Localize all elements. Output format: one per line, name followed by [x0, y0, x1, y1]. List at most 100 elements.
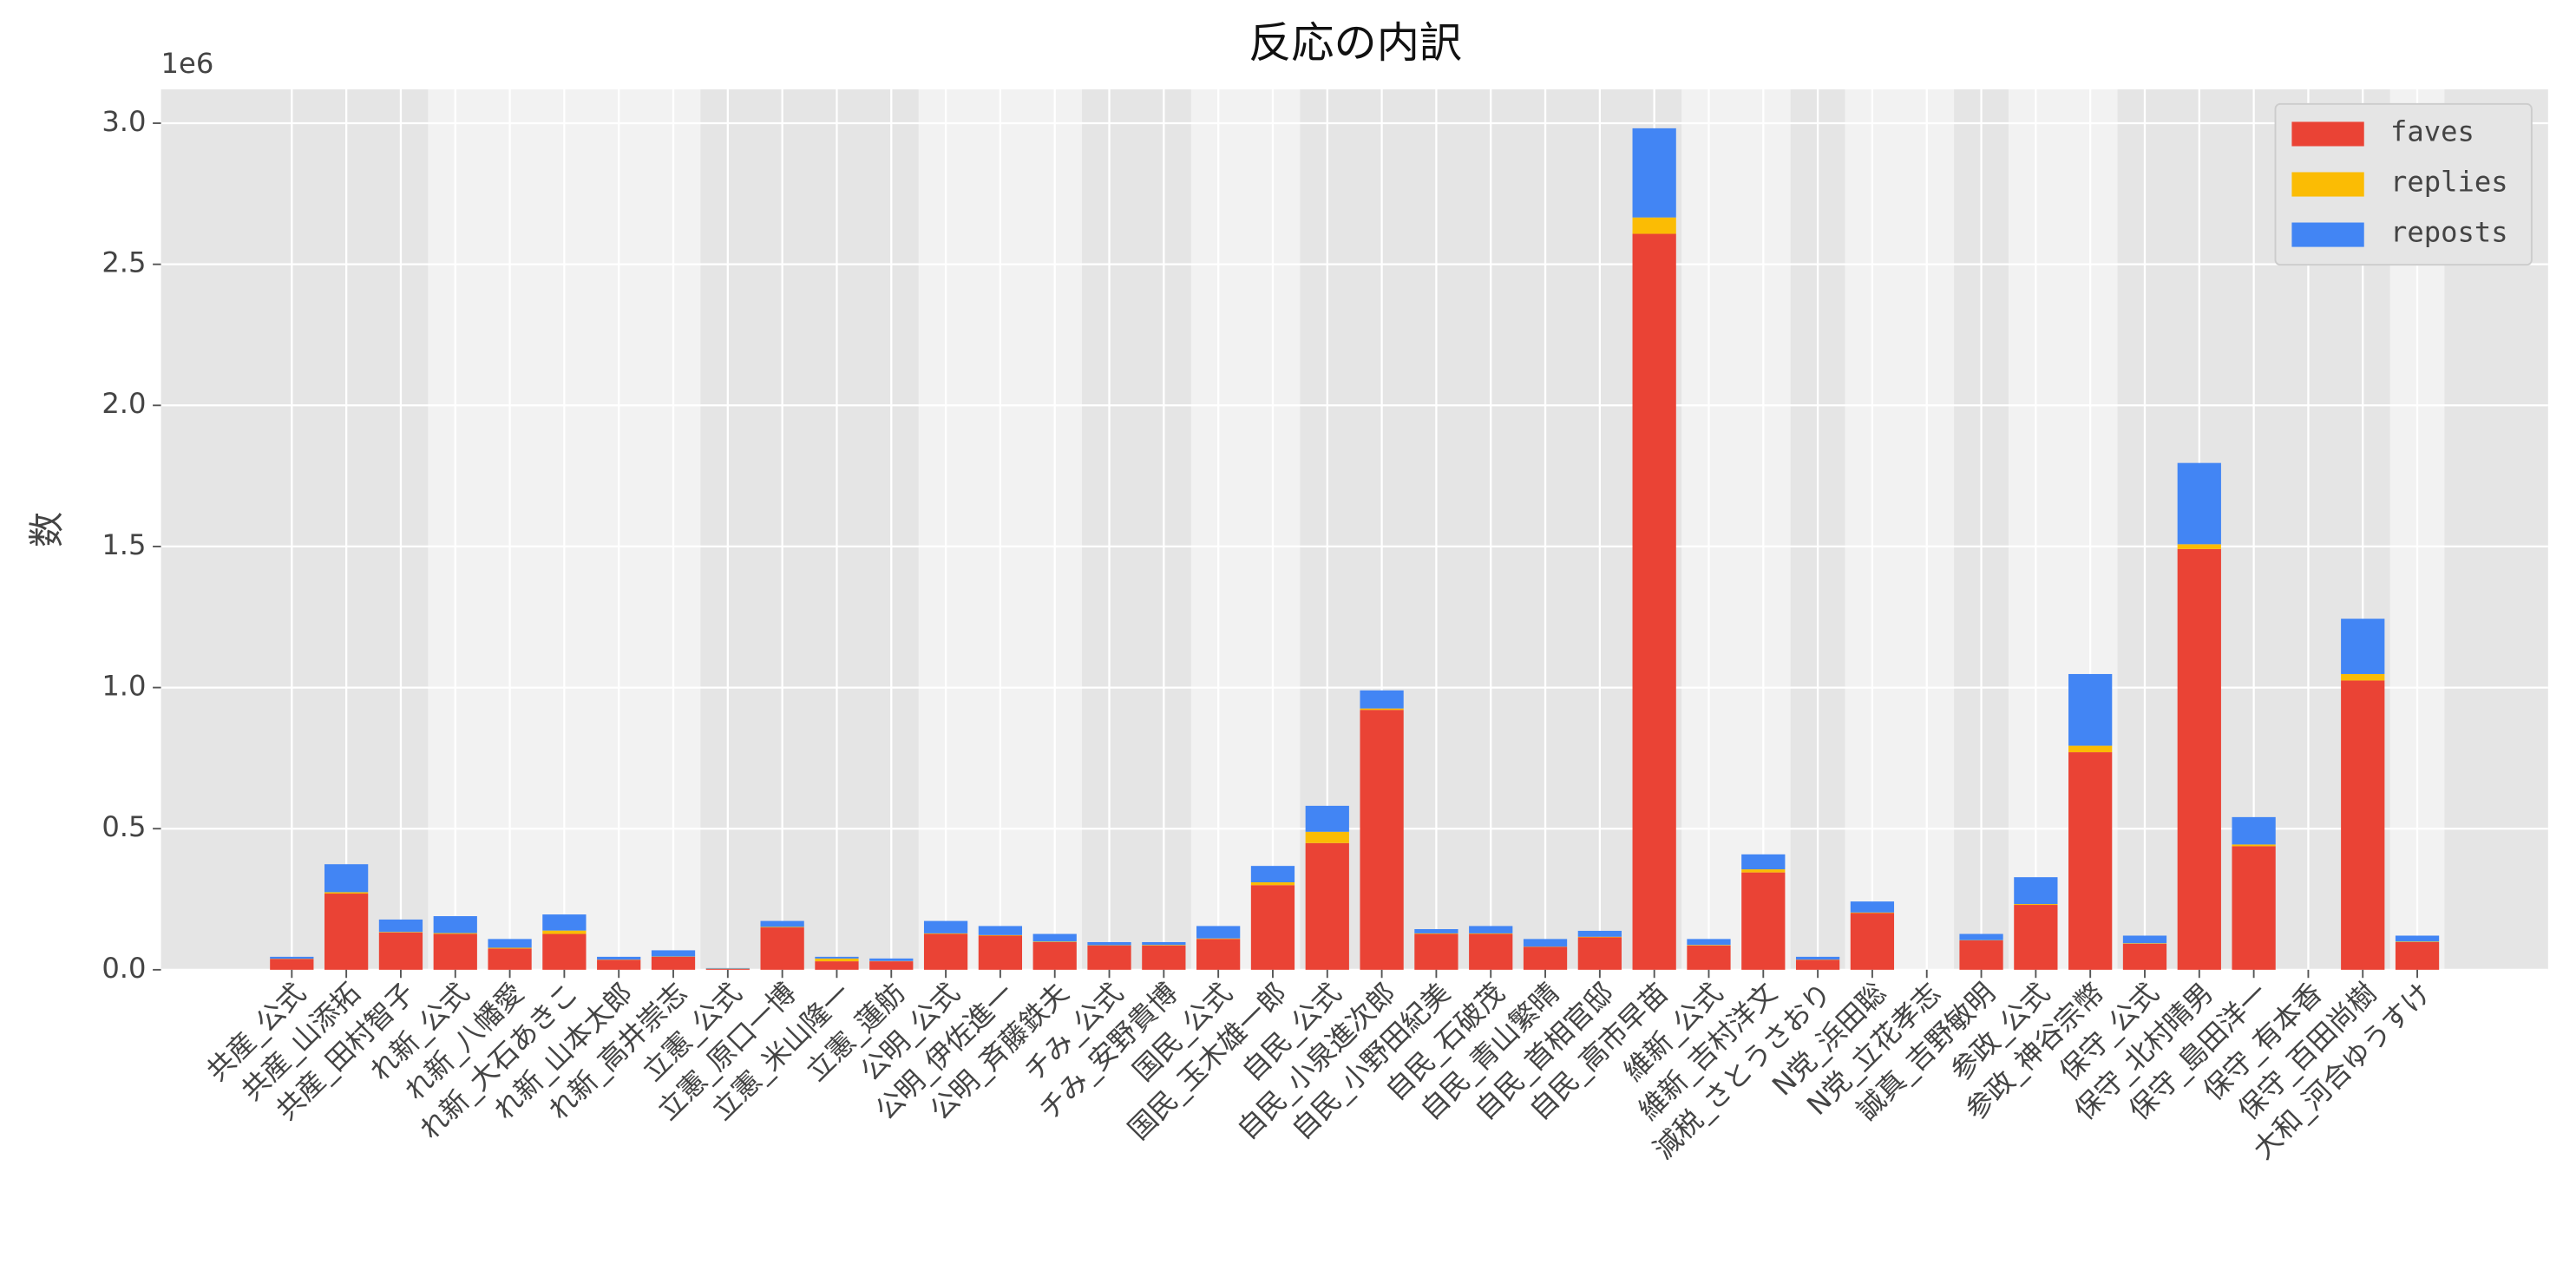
bar-segment [706, 968, 750, 969]
bar-segment [1142, 946, 1185, 970]
bar-segment [1959, 940, 2002, 970]
bar-segment [869, 959, 913, 961]
bar-segment [979, 935, 1022, 936]
bar-segment [1687, 946, 1730, 970]
bar-segment [1578, 931, 1622, 937]
bar-segment [2014, 877, 2057, 904]
bar-segment [652, 957, 695, 970]
group-band [1191, 89, 1301, 970]
bar-segment [1414, 934, 1458, 970]
bar-segment [1469, 934, 1512, 970]
bar-segment [1142, 945, 1185, 946]
bar-segment [2232, 817, 2275, 845]
bar-segment [2396, 942, 2439, 970]
bar-segment [979, 935, 1022, 969]
bar-segment [1687, 939, 1730, 945]
bar-segment [488, 947, 531, 948]
bar-segment [1796, 957, 1839, 959]
bar-segment [1524, 939, 1567, 946]
legend-label: reposts [2390, 216, 2508, 249]
bar-segment [1360, 709, 1403, 711]
bar-segment [379, 932, 423, 933]
bar-segment [1414, 933, 1458, 934]
bar-segment [1360, 691, 1403, 709]
bar-segment [2178, 549, 2221, 970]
bar-segment [2396, 941, 2439, 942]
bar-segment [1469, 926, 1512, 933]
bar-segment [1796, 959, 1839, 969]
legend-label: replies [2390, 166, 2508, 199]
bar-segment [1469, 933, 1512, 934]
bar-segment [1687, 945, 1730, 946]
bar-segment [924, 921, 967, 933]
bar-segment [2123, 943, 2166, 944]
bar-segment [1196, 939, 1240, 969]
bar-segment [1578, 937, 1622, 938]
bar-segment [542, 931, 586, 934]
bar-segment [1033, 942, 1077, 970]
bar-segment [2123, 935, 2166, 943]
bar-segment [379, 920, 423, 932]
bar-segment [1414, 929, 1458, 933]
bar-segment [488, 948, 531, 969]
bar-segment [1142, 942, 1185, 945]
bar-segment [1633, 234, 1676, 970]
bar-segment [1851, 913, 1894, 914]
bar-segment [2068, 752, 2112, 970]
bar-segment [2068, 746, 2112, 752]
bar-segment [869, 961, 913, 970]
bar-segment [1033, 941, 1077, 942]
bar-segment [1033, 934, 1077, 942]
bar-segment [1306, 843, 1349, 970]
y-tick-label: 3.0 [102, 105, 146, 138]
y-tick-label: 2.5 [102, 246, 146, 279]
y-tick-label: 0.5 [102, 810, 146, 843]
bar-segment [542, 934, 586, 970]
bar-segment [652, 950, 695, 956]
bar-segment [1306, 832, 1349, 843]
bar-segment [1851, 901, 1894, 913]
bar-segment [597, 959, 640, 969]
bar-segment [324, 892, 368, 894]
bar-segment [379, 933, 423, 970]
bar-segment [2341, 674, 2384, 680]
group-band [1681, 89, 1791, 970]
bar-segment [2232, 846, 2275, 969]
bar-segment [597, 957, 640, 959]
legend-swatch [2291, 223, 2363, 247]
bar-segment [542, 914, 586, 931]
bar-segment [434, 933, 477, 934]
bar-segment [488, 939, 531, 947]
bar-segment [324, 864, 368, 892]
chart-title: 反応の内訳 [1249, 18, 1462, 68]
bar-segment [1959, 934, 2002, 940]
bar-segment [2178, 544, 2221, 549]
bar-segment [434, 916, 477, 933]
bar-segment [270, 957, 313, 959]
y-tick-label: 2.0 [102, 387, 146, 420]
y-axis-label: 数 [26, 512, 68, 547]
bar-segment [1741, 869, 1785, 873]
bar-segment [2341, 619, 2384, 674]
bar-segment [761, 921, 804, 927]
bar-segment [815, 957, 858, 959]
y-tick-label: 1.5 [102, 528, 146, 561]
bar-segment [1306, 806, 1349, 832]
bar-segment [761, 927, 804, 970]
bar-segment [1578, 937, 1622, 969]
bar-segment [1633, 218, 1676, 234]
bar-segment [1741, 873, 1785, 970]
bar-segment [924, 934, 967, 970]
legend-swatch [2291, 172, 2363, 196]
bar-segment [2123, 944, 2166, 970]
bar-segment [815, 959, 858, 961]
bar-segment [2178, 463, 2221, 545]
bar-segment [1360, 710, 1403, 970]
bar-segment [1251, 866, 1295, 882]
offset-label: 1e6 [161, 47, 214, 80]
y-tick-label: 1.0 [102, 670, 146, 703]
legend-swatch [2291, 121, 2363, 146]
